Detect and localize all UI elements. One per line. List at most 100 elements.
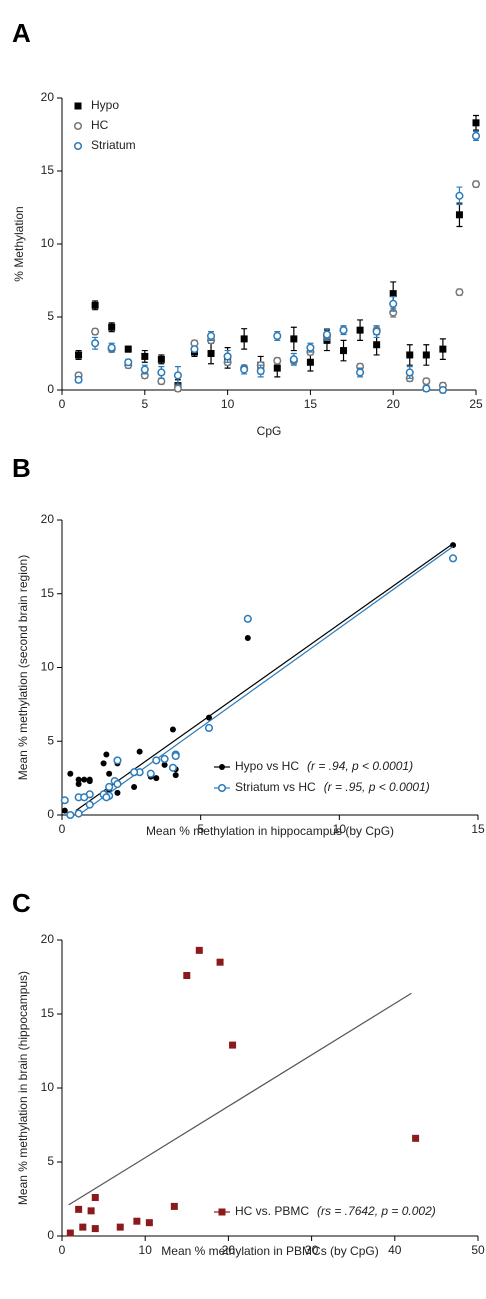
y-tick-label: 5 bbox=[47, 309, 54, 323]
point bbox=[306, 358, 314, 366]
y-axis-label: Mean % methylation (second brain region) bbox=[16, 555, 30, 780]
point bbox=[373, 341, 381, 349]
point bbox=[130, 768, 139, 777]
panel-label: A bbox=[12, 18, 31, 48]
x-tick-label: 15 bbox=[471, 822, 485, 836]
point bbox=[223, 352, 232, 361]
point bbox=[91, 339, 100, 348]
point bbox=[183, 972, 191, 980]
point bbox=[448, 554, 458, 563]
point bbox=[218, 1208, 226, 1216]
y-tick-label: 0 bbox=[47, 1228, 54, 1242]
point bbox=[289, 355, 298, 364]
point bbox=[161, 761, 168, 768]
point bbox=[66, 810, 75, 820]
point bbox=[113, 756, 122, 765]
y-tick-label: 10 bbox=[41, 660, 55, 674]
legend-label: Hypo bbox=[91, 98, 119, 112]
point bbox=[173, 371, 182, 380]
point bbox=[356, 368, 365, 377]
point bbox=[145, 1219, 153, 1227]
point bbox=[74, 375, 83, 384]
fit-line bbox=[75, 543, 454, 812]
point bbox=[438, 385, 447, 395]
point bbox=[406, 351, 414, 359]
point bbox=[114, 789, 121, 796]
point bbox=[422, 384, 431, 393]
point bbox=[339, 326, 348, 335]
y-tick-label: 10 bbox=[41, 236, 55, 250]
point bbox=[306, 343, 315, 352]
point bbox=[87, 1207, 95, 1215]
point bbox=[91, 301, 99, 309]
x-axis-label: Mean % methylation in hippocampus (by Cp… bbox=[146, 824, 394, 838]
point bbox=[102, 793, 111, 802]
point bbox=[91, 1194, 99, 1202]
point bbox=[152, 756, 161, 765]
y-tick-label: 5 bbox=[47, 1154, 54, 1168]
point bbox=[140, 365, 149, 374]
point bbox=[195, 946, 203, 954]
x-tick-label: 40 bbox=[388, 1243, 402, 1257]
point bbox=[169, 726, 176, 733]
point bbox=[472, 119, 480, 127]
point bbox=[146, 769, 155, 778]
point bbox=[273, 331, 282, 341]
point bbox=[133, 1217, 141, 1225]
panel-label: B bbox=[12, 453, 31, 483]
point bbox=[124, 358, 133, 367]
y-tick-label: 5 bbox=[47, 733, 54, 747]
point bbox=[74, 809, 83, 818]
point bbox=[73, 141, 83, 151]
point bbox=[107, 343, 116, 352]
point bbox=[405, 368, 414, 377]
legend-annotation: (rs = .7642, p = 0.002) bbox=[317, 1204, 436, 1218]
legend-annotation: (r = .94, p < 0.0001) bbox=[307, 759, 413, 773]
point bbox=[131, 783, 138, 790]
point bbox=[61, 807, 68, 814]
point bbox=[75, 781, 82, 788]
point bbox=[60, 796, 69, 805]
y-axis-label: % Methylation bbox=[12, 206, 26, 281]
point bbox=[80, 793, 89, 802]
x-tick-label: 10 bbox=[333, 822, 347, 836]
point bbox=[455, 211, 463, 219]
point bbox=[190, 345, 199, 354]
point bbox=[153, 775, 160, 782]
point bbox=[219, 764, 225, 770]
point bbox=[75, 776, 82, 783]
legend-annotation: (r = .95, p < 0.0001) bbox=[324, 780, 430, 794]
point bbox=[450, 542, 457, 549]
point bbox=[86, 778, 93, 785]
panel-label: C bbox=[12, 888, 31, 918]
point bbox=[340, 347, 348, 355]
point bbox=[273, 356, 282, 365]
point bbox=[273, 364, 281, 372]
y-tick-label: 10 bbox=[41, 1080, 55, 1094]
point bbox=[455, 191, 464, 200]
point bbox=[207, 350, 215, 357]
point bbox=[290, 335, 298, 343]
point bbox=[81, 776, 88, 783]
x-tick-label: 10 bbox=[139, 1243, 153, 1257]
point bbox=[100, 760, 107, 767]
point bbox=[244, 635, 251, 641]
point bbox=[157, 355, 165, 363]
point bbox=[205, 714, 212, 721]
point bbox=[116, 1223, 124, 1231]
x-tick-label: 0 bbox=[59, 1243, 66, 1257]
point bbox=[75, 351, 83, 359]
point bbox=[157, 377, 166, 386]
y-axis-label: Mean % methylation in brain (hippocampus… bbox=[16, 971, 30, 1205]
point bbox=[422, 351, 430, 359]
point bbox=[356, 326, 364, 334]
point bbox=[372, 327, 381, 336]
x-tick-label: 5 bbox=[197, 822, 204, 836]
point bbox=[240, 335, 248, 343]
point bbox=[108, 323, 116, 331]
legend-label: Hypo vs HC bbox=[235, 759, 299, 773]
point bbox=[106, 770, 113, 777]
legend-label: HC bbox=[91, 118, 109, 132]
point bbox=[216, 958, 224, 966]
